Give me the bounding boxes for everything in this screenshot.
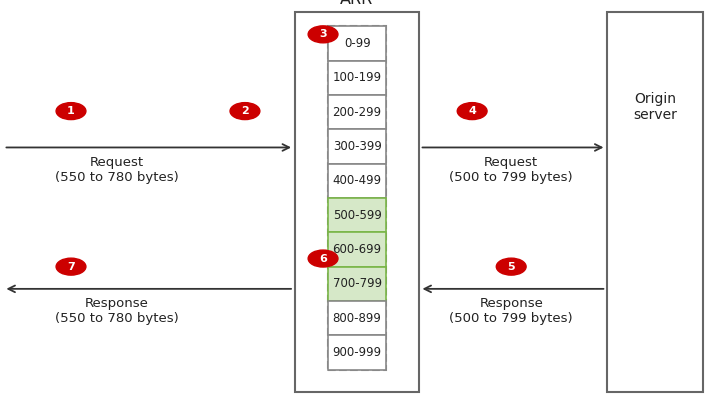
Text: 300-399: 300-399 (333, 140, 381, 153)
Bar (607, 12, 703, 392)
Circle shape (496, 258, 526, 275)
Bar (328, 61, 386, 95)
Text: 900-999: 900-999 (332, 346, 382, 359)
Bar (328, 232, 386, 267)
Bar (328, 129, 386, 164)
Circle shape (56, 103, 86, 120)
Text: 400-499: 400-499 (332, 174, 382, 187)
Text: Response
(500 to 799 bytes): Response (500 to 799 bytes) (449, 297, 573, 325)
Text: Origin
server: Origin server (633, 92, 677, 122)
Text: 6: 6 (319, 254, 327, 263)
Circle shape (457, 103, 487, 120)
Bar (295, 12, 419, 392)
Circle shape (230, 103, 260, 120)
Text: 3: 3 (320, 29, 327, 39)
Text: ARR: ARR (340, 0, 373, 7)
Bar (328, 335, 386, 370)
Bar (328, 198, 386, 232)
Text: 800-899: 800-899 (333, 311, 381, 325)
Text: Request
(500 to 799 bytes): Request (500 to 799 bytes) (449, 156, 573, 183)
Text: 100-199: 100-199 (332, 71, 382, 84)
Bar (328, 164, 386, 198)
Text: Response
(550 to 780 bytes): Response (550 to 780 bytes) (55, 297, 179, 325)
Circle shape (56, 258, 86, 275)
Text: 1: 1 (67, 106, 75, 116)
Bar (328, 267, 386, 301)
Text: Request
(550 to 780 bytes): Request (550 to 780 bytes) (55, 156, 179, 183)
Text: 200-299: 200-299 (332, 105, 382, 119)
Text: 700-799: 700-799 (332, 277, 382, 290)
Text: 600-699: 600-699 (332, 243, 382, 256)
Bar (328, 95, 386, 129)
Text: 5: 5 (508, 262, 515, 271)
Bar (328, 301, 386, 335)
Text: 0-99: 0-99 (344, 37, 371, 50)
Text: 500-599: 500-599 (333, 208, 381, 222)
Text: 7: 7 (67, 262, 75, 271)
Bar (328, 26, 386, 61)
Circle shape (308, 250, 338, 267)
Bar (328, 26, 386, 370)
Text: 4: 4 (468, 106, 476, 116)
Circle shape (308, 26, 338, 43)
Text: 2: 2 (241, 106, 248, 116)
